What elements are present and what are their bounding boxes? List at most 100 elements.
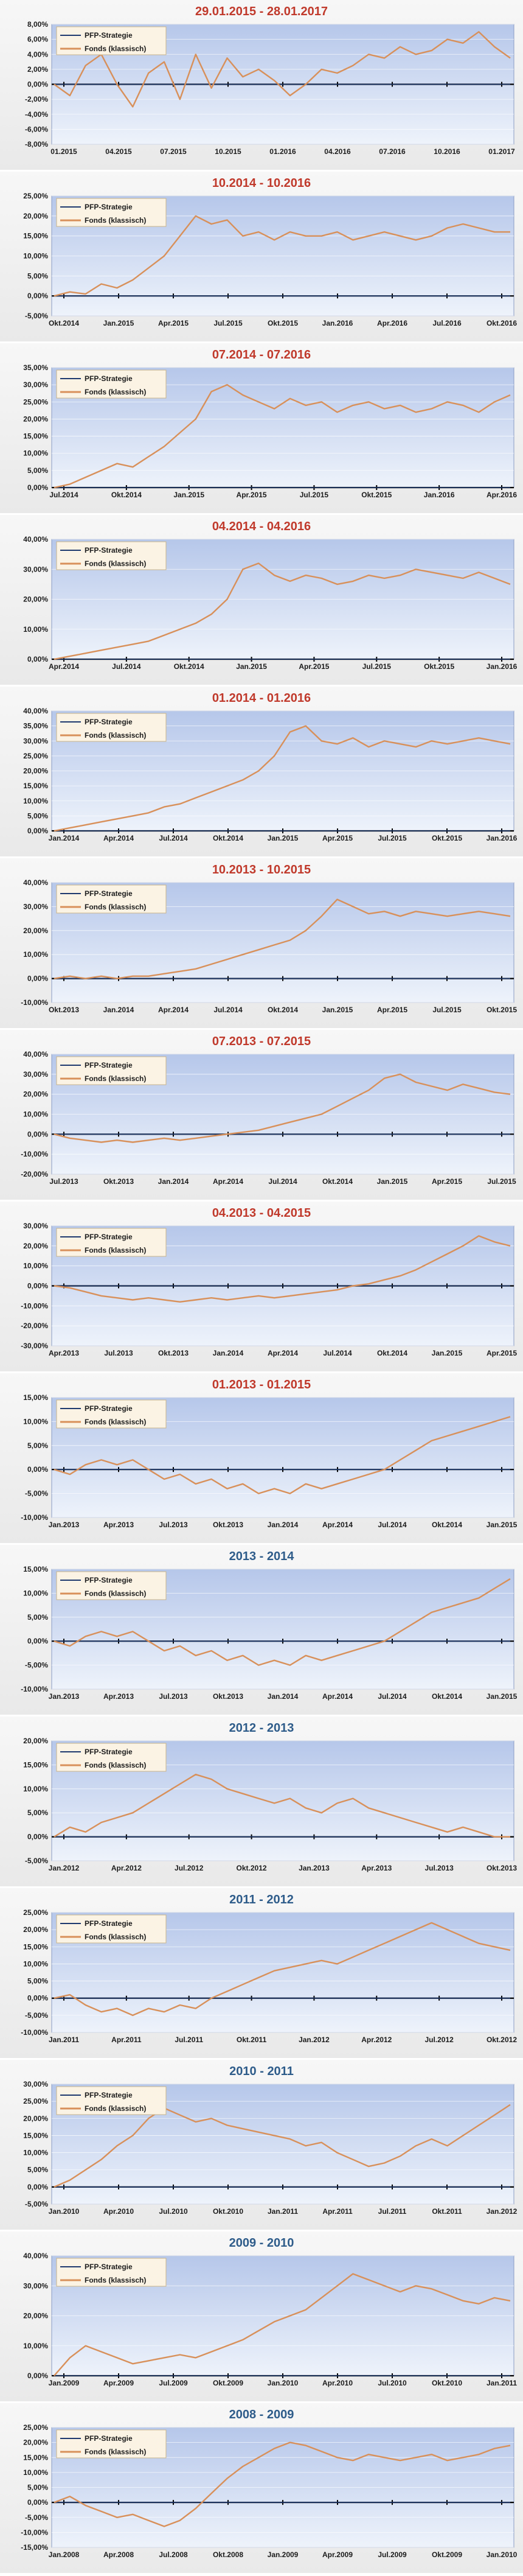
chart-title: 2012 - 2013 <box>229 1721 294 1735</box>
line-chart: 0,00% 5,00% 10,00% 15,00% 20,00% 25,00% 30,00%… <box>23 707 518 842</box>
legend-label: PFP-Strategie <box>85 1748 133 1756</box>
y-tick-label: 30,00% <box>23 380 48 389</box>
legend-box <box>56 2086 167 2115</box>
x-tick-label: Jul.2009 <box>159 2379 188 2387</box>
y-tick-label: 20,00% <box>23 2438 48 2447</box>
x-tick-label: Apr.2009 <box>322 2550 353 2559</box>
y-tick-label: 30,00% <box>23 1222 48 1230</box>
y-tick-label: 30,00% <box>23 737 48 745</box>
x-tick-label: Okt.2013 <box>103 1177 134 1186</box>
series-line-fonds <box>54 383 511 489</box>
x-tick-label: Jan.2009 <box>268 2550 299 2559</box>
x-tick-label: Jan.2012 <box>49 1864 80 1872</box>
x-tick-label: Okt.2010 <box>213 2207 243 2216</box>
chart-title: 04.2013 - 04.2015 <box>212 1206 311 1220</box>
x-tick-label: Okt.2013 <box>487 1864 517 1872</box>
x-tick-label: Jan.2016 <box>487 834 518 842</box>
chart-title: 10.2013 - 10.2015 <box>212 863 311 877</box>
legend-label: Fonds (klassisch) <box>85 2448 146 2456</box>
y-tick-label: -10,00% <box>21 2528 48 2536</box>
legend-label: Fonds (klassisch) <box>85 731 146 740</box>
y-tick-label: 5,00% <box>27 466 48 475</box>
series-line-fonds <box>54 31 511 108</box>
x-tick-label: Okt.2009 <box>432 2550 462 2559</box>
legend-box <box>56 1056 167 1085</box>
x-tick-label: 04.2016 <box>324 147 351 156</box>
series-line-fonds <box>54 1922 511 2017</box>
y-tick-label: 0,00% <box>27 2498 48 2507</box>
y-tick-label: -10,00% <box>21 2028 48 2037</box>
x-tick-label: Jul.2014 <box>268 1177 297 1186</box>
series-line-fonds <box>54 898 511 979</box>
y-tick-label: 40,00% <box>23 1050 48 1059</box>
y-tick-label: 5,00% <box>27 271 48 280</box>
legend-label: PFP-Strategie <box>85 374 133 383</box>
legend-box <box>56 1914 167 1944</box>
x-tick-label: Jul.2015 <box>378 834 407 842</box>
chart-title: 07.2014 - 07.2016 <box>212 348 311 362</box>
legend-label: Fonds (klassisch) <box>85 216 146 225</box>
y-tick-label: -5,00% <box>25 2011 48 2020</box>
y-tick-label: 0,00% <box>27 2183 48 2191</box>
y-tick-label: 0,00% <box>27 292 48 300</box>
legend-box <box>56 1399 167 1429</box>
legend-label: PFP-Strategie <box>85 31 133 40</box>
x-tick-label: 01.2017 <box>488 147 515 156</box>
x-tick-label: Jul.2012 <box>424 2035 454 2044</box>
y-tick-label: 15,00% <box>23 1942 48 1951</box>
y-tick-label: -5,00% <box>25 2513 48 2522</box>
legend-label: PFP-Strategie <box>85 2263 133 2271</box>
legend-label: Fonds (klassisch) <box>85 1933 146 1941</box>
x-tick-label: Jan.2008 <box>49 2550 80 2559</box>
chart-panel: 2013 - 2014 -10,00% -5,00% 0,00% 5,00% 10,00%… <box>0 1545 523 1715</box>
x-tick-label: Jan.2011 <box>268 2207 298 2216</box>
x-tick-label: Jan.2015 <box>173 491 204 499</box>
x-tick-label: Jul.2016 <box>432 319 462 327</box>
x-tick-label: Okt.2015 <box>487 1006 517 1014</box>
chart-panel: 01.2013 - 01.2015 -10,00% -5,00% 0,00% 5,00%… <box>0 1373 523 1543</box>
y-tick-label: 0,00% <box>27 2371 48 2380</box>
chart-panel: 07.2013 - 07.2015 -20,00% -10,00% 0,00% 10,0… <box>0 1030 523 1200</box>
legend-box <box>56 1571 167 1600</box>
x-tick-label: Okt.2013 <box>213 1692 243 1701</box>
x-tick-label: Okt.2015 <box>361 491 392 499</box>
line-chart: -8,00% -6,00% -4,00% -2,00% 0,00% 2,00% 4,00% 6… <box>25 20 515 156</box>
y-tick-label: 20,00% <box>23 1925 48 1934</box>
x-tick-label: Okt.2014 <box>322 1177 353 1186</box>
legend-label: PFP-Strategie <box>85 2091 133 2099</box>
x-tick-label: Jan.2014 <box>158 1177 189 1186</box>
legend-box <box>56 198 167 227</box>
y-tick-label: 5,00% <box>27 2166 48 2174</box>
y-tick-label: 15,00% <box>23 1393 48 1402</box>
x-tick-label: Jan.2015 <box>487 1692 518 1701</box>
legend-label: PFP-Strategie <box>85 2434 133 2443</box>
chart-title: 10.2014 - 10.2016 <box>212 177 311 190</box>
x-tick-label: Jan.2014 <box>103 1006 134 1014</box>
x-tick-label: Jul.2008 <box>159 2550 188 2559</box>
legend-label: Fonds (klassisch) <box>85 1761 146 1769</box>
legend-label: Fonds (klassisch) <box>85 388 146 396</box>
chart-title: 07.2013 - 07.2015 <box>212 1035 311 1048</box>
y-tick-label: 20,00% <box>23 767 48 775</box>
y-tick-label: 10,00% <box>23 1589 48 1597</box>
y-tick-label: 10,00% <box>23 2149 48 2157</box>
x-tick-label: Jan.2015 <box>487 1521 518 1529</box>
y-tick-label: -5,00% <box>25 1489 48 1498</box>
x-tick-label: Jan.2015 <box>432 1349 463 1357</box>
y-tick-label: -4,00% <box>25 110 48 119</box>
x-tick-label: Jan.2014 <box>268 1692 299 1701</box>
x-tick-label: Okt.2015 <box>432 834 462 842</box>
line-chart: -10,00% -5,00% 0,00% 5,00% 10,00% 15,00% 20,00… <box>21 1908 517 2044</box>
y-tick-label: 5,00% <box>27 1808 48 1817</box>
x-tick-label: Apr.2008 <box>103 2550 134 2559</box>
x-tick-label: Apr.2015 <box>158 319 189 327</box>
legend-box <box>56 369 167 399</box>
legend-label: PFP-Strategie <box>85 546 133 555</box>
y-tick-label: 10,00% <box>23 1262 48 1270</box>
line-chart: 0,00% 10,00% 20,00% 30,00% 40,00% Apr.2014 Jul… <box>23 535 517 671</box>
y-tick-label: 0,00% <box>27 483 48 492</box>
chart-panel: 10.2014 - 10.2016 -5,00% 0,00% 5,00% 10,00% 1… <box>0 172 523 341</box>
y-tick-label: 0,00% <box>27 1282 48 1290</box>
x-tick-label: Jan.2015 <box>322 1006 353 1014</box>
x-tick-label: Okt.2015 <box>424 662 454 671</box>
